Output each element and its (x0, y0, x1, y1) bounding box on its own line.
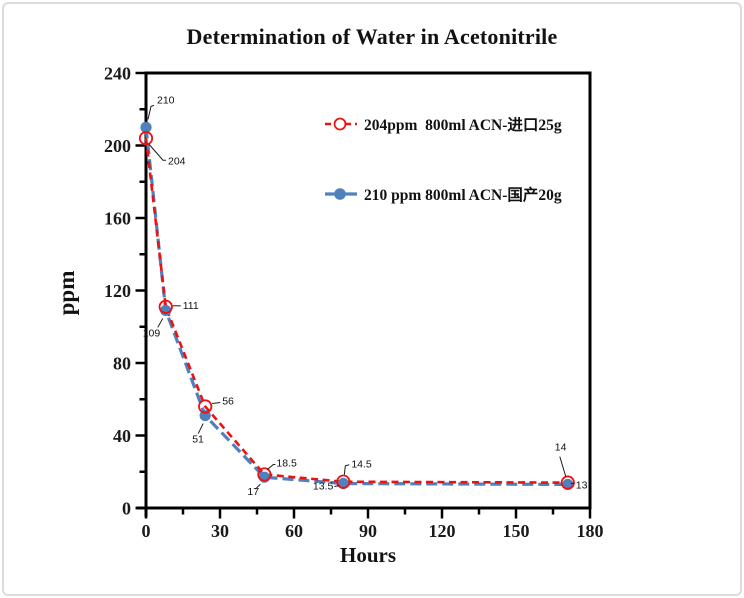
point-label: 18.5 (276, 457, 297, 469)
y-tick-label: 40 (113, 426, 131, 446)
point-label-leader (212, 402, 221, 404)
point-label-leader (147, 104, 155, 120)
point-label: 210 (157, 94, 175, 106)
legend-label-domestic: 210 ppm 800ml ACN-国产20g (364, 187, 562, 204)
data-point-marker (198, 399, 213, 414)
y-axis-title: ppm (54, 270, 79, 316)
data-point-marker (560, 475, 575, 490)
legend-circle (333, 117, 347, 131)
plot-frame (144, 71, 592, 510)
legend-label-imported: 204ppm 800ml ACN-进口25g (364, 117, 562, 134)
y-tick-label: 240 (104, 64, 131, 84)
data-point-marker (257, 467, 272, 482)
y-tick-label: 80 (113, 354, 131, 374)
x-tick-label: 30 (211, 521, 229, 541)
point-label: 13 (576, 479, 588, 491)
legend-marker-dashed-open-circle-icon (324, 115, 358, 133)
point-label: 14.5 (351, 459, 372, 471)
point-label-leader (343, 464, 350, 475)
point-label: 17 (247, 486, 259, 498)
y-tick-label: 200 (104, 136, 131, 156)
legend-marker-swatch (325, 117, 357, 131)
x-tick-label: 180 (577, 521, 604, 541)
data-point-marker (158, 299, 173, 314)
y-tick-label: 160 (104, 209, 131, 229)
point-label: 204 (168, 155, 186, 167)
x-axis-title: Hours (339, 543, 396, 567)
legend-marker-solid-filled-circle-icon (324, 185, 358, 203)
x-tick-label: 90 (359, 521, 377, 541)
series-markers-1 (140, 121, 574, 491)
chart-title: Determination of Water in Acetonitrile (186, 24, 558, 49)
point-labels-1: 210 109 51 17 13.5 13 (143, 94, 588, 498)
point-label-leader (267, 463, 276, 470)
y-tick-label: 0 (122, 499, 131, 519)
point-label-leader (334, 485, 340, 488)
point-label: 111 (183, 300, 199, 312)
data-point-marker (140, 121, 152, 133)
y-axis-ticks (135, 71, 145, 510)
point-label: 51 (192, 434, 204, 446)
data-point-marker (138, 131, 154, 146)
point-label-leader (255, 483, 261, 490)
point-label-leader (559, 456, 567, 477)
point-label: 14 (555, 442, 567, 454)
series-line-0 (144, 138, 568, 484)
x-tick-label: 150 (503, 521, 530, 541)
x-tick-label: 120 (429, 521, 456, 541)
legend-item-domestic: 210 ppm 800ml ACN-国产20g (324, 182, 562, 206)
y-tick-labels: 0 40 80 120 160 200 240 (104, 64, 131, 519)
legend-marker-swatch (325, 188, 357, 200)
x-tick-label: 0 (142, 521, 151, 541)
x-axis-ticks (144, 509, 592, 519)
series-markers-0 (138, 131, 575, 490)
x-tick-label: 60 (285, 521, 303, 541)
point-label-leader (148, 143, 166, 161)
legend-item-imported: 204ppm 800ml ACN-进口25g (324, 112, 562, 136)
legend-circle (334, 188, 346, 200)
y-tick-label: 120 (104, 281, 131, 301)
point-label: 13.5 (313, 481, 334, 493)
series-line-1 (144, 127, 568, 487)
point-label: 56 (222, 396, 234, 408)
data-point-marker (336, 474, 351, 489)
point-label-leader (197, 423, 204, 434)
x-tick-labels: 0 30 60 90 120 150 180 (142, 521, 604, 541)
point-labels-0: 204 111 56 18.5 14.5 14 (148, 143, 567, 477)
point-label-leader (157, 318, 164, 328)
point-label: 109 (143, 327, 161, 339)
